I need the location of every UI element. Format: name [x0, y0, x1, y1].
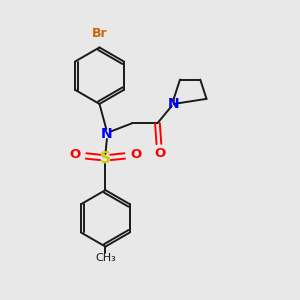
- Text: O: O: [155, 147, 166, 160]
- Text: S: S: [100, 152, 111, 166]
- Text: CH₃: CH₃: [95, 253, 116, 263]
- Text: N: N: [101, 127, 113, 141]
- Text: N: N: [168, 97, 180, 111]
- Text: O: O: [130, 148, 141, 161]
- Text: Br: Br: [92, 27, 107, 40]
- Text: O: O: [70, 148, 81, 161]
